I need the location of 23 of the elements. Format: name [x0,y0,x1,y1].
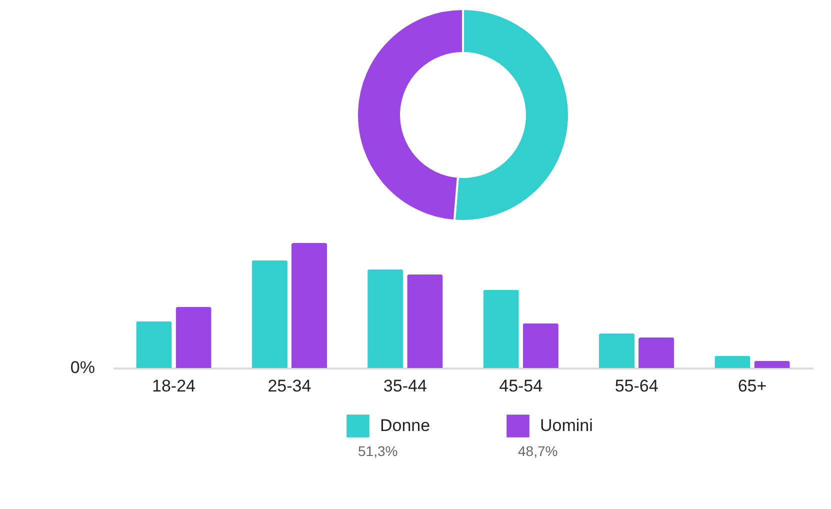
x-tick-label: 18-24 [152,376,196,396]
bar [522,323,558,368]
data-label: 51,3% [358,443,398,459]
legend-label: Donne [380,416,430,435]
bar [252,260,288,368]
bar [598,334,635,368]
text: 0% [70,358,95,377]
legend-label: Uomini [540,416,593,435]
data-label: 48,7% [518,443,558,459]
x-tick-label: 55-64 [614,376,658,396]
bar [176,307,212,368]
bar [483,290,519,368]
bar [368,269,404,368]
bar [136,321,172,368]
bar [638,338,674,368]
x-tick-label: 35-44 [383,376,427,396]
bar [754,360,790,368]
bar [714,356,750,368]
x-tick-label: 25-34 [268,376,312,396]
x-tick-label: 65+ [738,376,767,396]
bar [407,274,443,368]
bar [291,243,328,368]
x-tick-label: 45-54 [499,376,543,396]
